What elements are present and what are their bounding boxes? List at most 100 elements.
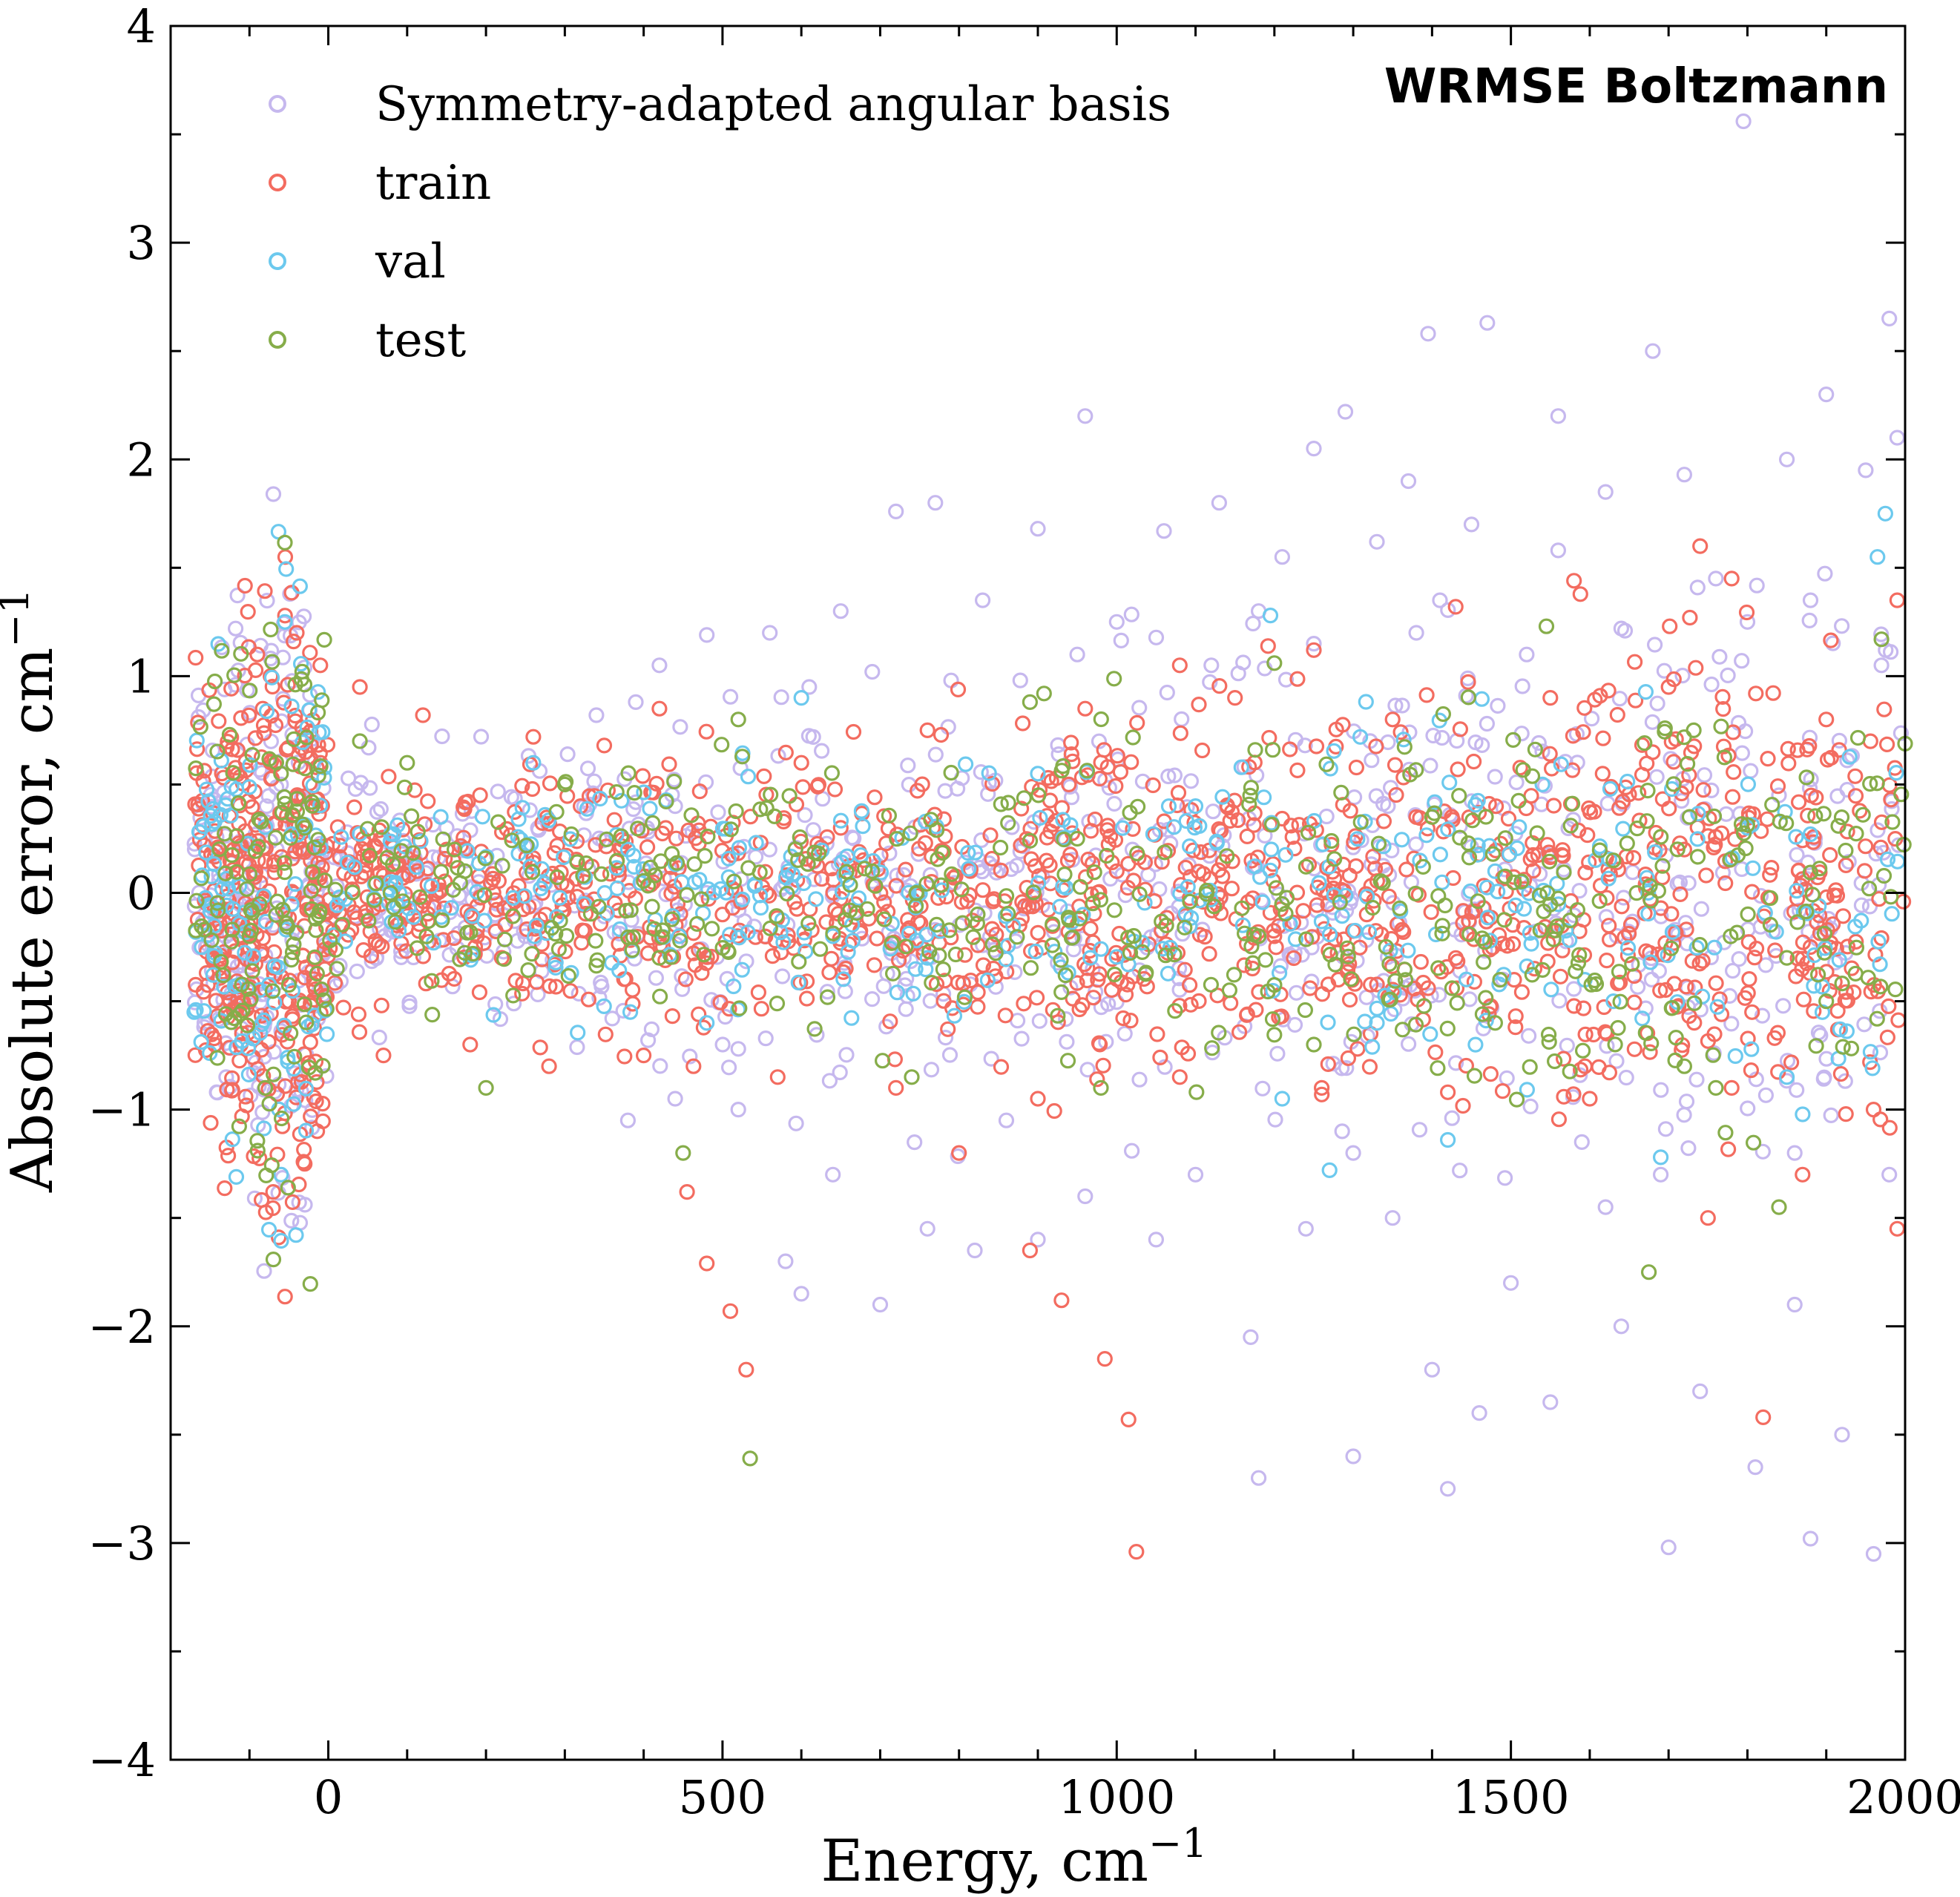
data-point (1779, 1069, 1795, 1085)
data-point (1662, 618, 1678, 634)
data-point (1789, 914, 1806, 930)
data-point (346, 799, 363, 815)
data-point (1786, 1145, 1803, 1161)
data-point (881, 807, 898, 823)
data-point (1834, 1427, 1850, 1443)
data-point (1030, 766, 1046, 782)
data-point (1014, 715, 1031, 731)
data-point (769, 1069, 786, 1085)
data-point (813, 743, 830, 759)
data-point (1000, 815, 1016, 831)
data-point (1079, 1062, 1096, 1078)
data-point (1686, 995, 1703, 1011)
data-point (1387, 973, 1404, 989)
data-point (1734, 861, 1750, 878)
data-point (1388, 786, 1404, 803)
data-point (1467, 734, 1484, 751)
data-point (1839, 938, 1856, 955)
data-point (1677, 915, 1694, 931)
data-point (1003, 861, 1019, 878)
data-point (1634, 737, 1651, 753)
data-point (1291, 817, 1307, 833)
data-point (268, 907, 284, 923)
data-point (1611, 800, 1628, 816)
data-point (902, 825, 918, 841)
data-point (728, 803, 744, 820)
data-point (256, 725, 272, 741)
data-point (579, 800, 596, 817)
data-point (1822, 846, 1838, 864)
data-point (1881, 998, 1897, 1015)
data-point (628, 794, 644, 810)
data-point (188, 922, 204, 938)
data-point (1123, 754, 1140, 770)
data-point (734, 961, 750, 978)
data-point (626, 784, 642, 801)
data-point (666, 773, 683, 790)
data-point (1432, 592, 1448, 608)
x-tick-label: 1500 (1453, 1770, 1570, 1824)
data-point (1294, 947, 1310, 963)
data-point (395, 893, 411, 910)
data-point (1757, 957, 1774, 973)
data-point (1490, 884, 1506, 900)
data-point (1818, 993, 1835, 1010)
data-point (1346, 789, 1363, 806)
data-point (1123, 606, 1140, 622)
data-point (723, 821, 739, 838)
data-point (1789, 742, 1806, 758)
data-point (1171, 657, 1188, 674)
data-point (1838, 984, 1854, 1000)
data-point (1547, 922, 1563, 938)
data-point (241, 940, 258, 956)
data-point (1825, 916, 1841, 933)
data-point (569, 854, 585, 870)
data-point (1502, 1275, 1519, 1291)
data-point (1856, 863, 1873, 879)
data-point (1689, 849, 1706, 865)
data-point (371, 1029, 387, 1046)
data-point (267, 717, 284, 734)
data-point (619, 1112, 637, 1128)
data-point (1637, 1025, 1654, 1041)
data-point (306, 1089, 322, 1105)
data-point (1306, 1036, 1322, 1053)
data-point (1065, 990, 1081, 1007)
data-point (1065, 929, 1081, 946)
data-point (667, 1091, 683, 1107)
data-point (970, 999, 986, 1015)
data-point (1471, 1404, 1487, 1421)
data-point (1325, 1056, 1341, 1072)
data-point (1188, 1084, 1205, 1100)
data-point (1323, 832, 1340, 849)
data-point (841, 936, 858, 953)
data-point (505, 987, 522, 1004)
data-point (335, 999, 352, 1016)
data-point (1505, 731, 1522, 749)
data-point (1860, 970, 1876, 986)
data-point (1734, 745, 1750, 761)
data-point (283, 1025, 299, 1042)
data-point (1507, 1008, 1524, 1025)
data-point (494, 858, 510, 874)
data-point (764, 947, 781, 964)
data-point (1691, 936, 1708, 953)
data-point (1085, 895, 1101, 912)
data-point (1289, 671, 1306, 687)
data-point (933, 726, 950, 743)
data-point (462, 924, 479, 941)
data-point (1154, 913, 1170, 930)
data-point (974, 592, 991, 608)
data-point (434, 728, 450, 745)
data-point (663, 885, 680, 902)
data-point (510, 811, 527, 827)
data-point (560, 967, 576, 984)
data-point (1131, 1071, 1148, 1088)
data-point (1661, 800, 1677, 817)
data-point (1618, 1069, 1634, 1086)
data-point (1231, 1024, 1248, 1040)
data-point (1430, 888, 1447, 904)
data-point (806, 844, 823, 861)
data-point (674, 874, 690, 890)
data-point (703, 992, 720, 1008)
